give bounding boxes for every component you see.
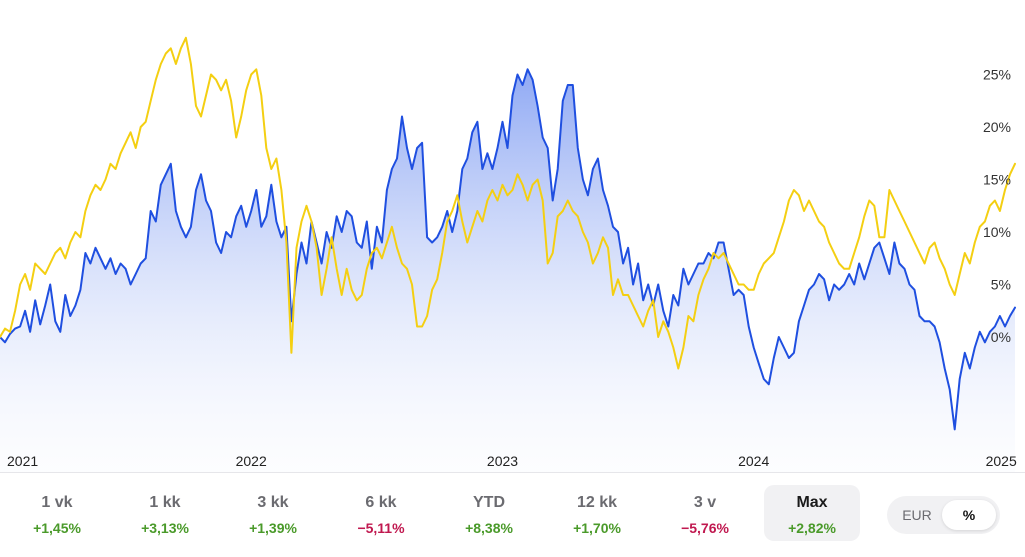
period-change: −5,11% xyxy=(357,520,405,536)
y-tick-label: 15% xyxy=(983,172,1011,188)
period-label: 6 kk xyxy=(365,494,397,511)
period-selector-bar: 1 vk +1,45% 1 kk +3,13% 3 kk +1,39% 6 kk… xyxy=(0,472,1025,557)
toggle-eur-option[interactable]: EUR xyxy=(902,507,932,523)
y-tick-label: 0% xyxy=(991,329,1011,345)
period-3-years[interactable]: 3 v −5,76% xyxy=(657,485,753,541)
period-ytd[interactable]: YTD +8,38% xyxy=(441,485,537,541)
period-change: +1,45% xyxy=(33,520,81,536)
blue-series-line xyxy=(0,68,1016,431)
period-label: Max xyxy=(796,494,828,511)
chart-svg: 0% 5% 10% 15% 20% 25% 2021 2022 2023 2024 2025 xyxy=(0,36,1017,472)
y-tick-label: 25% xyxy=(983,67,1011,83)
series-lines-layer xyxy=(0,36,1016,431)
period-label: 3 v xyxy=(693,494,717,511)
period-label: 12 kk xyxy=(576,494,618,511)
period-change: +3,13% xyxy=(141,520,189,536)
x-axis: 2021 2022 2023 2024 2025 xyxy=(7,453,1017,469)
period-change: +1,39% xyxy=(249,520,297,536)
blue-area-layer xyxy=(0,69,1015,472)
unit-toggle: EUR % xyxy=(887,496,1000,534)
period-6-months[interactable]: 6 kk −5,11% xyxy=(333,485,429,541)
x-tick-label: 2024 xyxy=(738,453,769,469)
period-label: 1 vk xyxy=(41,494,73,511)
period-1-month[interactable]: 1 kk +3,13% xyxy=(117,485,213,541)
x-tick-label: 2023 xyxy=(487,453,518,469)
period-3-months[interactable]: 3 kk +1,39% xyxy=(225,485,321,541)
period-change: +8,38% xyxy=(465,520,513,536)
x-tick-label: 2025 xyxy=(986,453,1017,469)
y-tick-label: 5% xyxy=(991,277,1011,293)
toggle-percent-option[interactable]: % xyxy=(942,500,996,530)
yellow-series-line xyxy=(0,36,1016,370)
x-tick-label: 2022 xyxy=(236,453,267,469)
period-change: −5,76% xyxy=(681,520,729,536)
period-label: 3 kk xyxy=(257,494,289,511)
period-max[interactable]: Max +2,82% xyxy=(764,485,860,541)
period-change: +2,82% xyxy=(788,520,836,536)
period-1-week[interactable]: 1 vk +1,45% xyxy=(9,485,105,541)
x-tick-label: 2021 xyxy=(7,453,38,469)
period-label: YTD xyxy=(473,494,505,511)
blue-series-area xyxy=(0,69,1015,472)
y-axis: 0% 5% 10% 15% 20% 25% xyxy=(983,67,1011,346)
performance-chart: 0% 5% 10% 15% 20% 25% 2021 2022 2023 2024 2025 xyxy=(0,36,1017,472)
y-tick-label: 10% xyxy=(983,224,1011,240)
y-tick-label: 20% xyxy=(983,119,1011,135)
period-label: 1 kk xyxy=(149,494,181,511)
period-change: +1,70% xyxy=(573,520,621,536)
period-12-months[interactable]: 12 kk +1,70% xyxy=(549,485,645,541)
